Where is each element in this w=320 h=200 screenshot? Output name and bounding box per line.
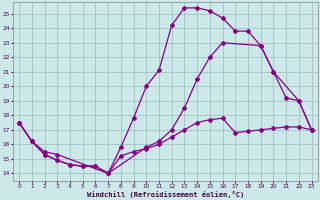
X-axis label: Windchill (Refroidissement éolien,°C): Windchill (Refroidissement éolien,°C): [87, 191, 244, 198]
